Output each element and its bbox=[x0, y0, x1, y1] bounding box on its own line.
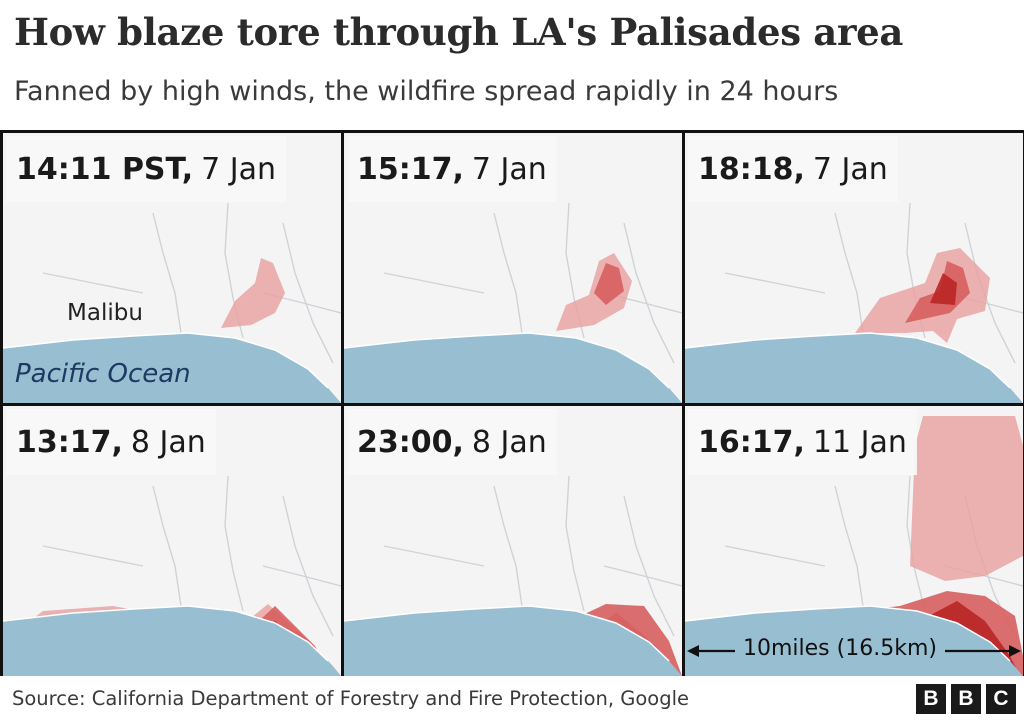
map-panel: 16:17, 11 Jan 10miles (16.5km) bbox=[685, 406, 1023, 676]
road-line bbox=[262, 565, 341, 587]
place-label-malibu: Malibu bbox=[67, 300, 143, 326]
road-line bbox=[724, 272, 826, 294]
road-line bbox=[565, 475, 585, 612]
date-text: 7 Jan bbox=[201, 151, 276, 187]
date-text: 7 Jan bbox=[812, 151, 888, 187]
road-line bbox=[623, 222, 675, 364]
road-line bbox=[724, 545, 826, 567]
coastline bbox=[344, 605, 670, 662]
map-panel: 13:17, 8 Jan bbox=[3, 406, 341, 676]
coastline bbox=[685, 605, 1011, 662]
burn-area bbox=[910, 416, 1023, 581]
map-panel: 23:00, 8 Jan bbox=[344, 406, 682, 676]
road-line bbox=[834, 212, 864, 334]
map-panel: 14:11 PST, 7 Jan Malibu Pacific Ocean bbox=[3, 133, 341, 403]
date-text: 8 Jan bbox=[471, 424, 547, 460]
chart-subtitle: Fanned by high winds, the wildfire sprea… bbox=[14, 76, 839, 107]
road-line bbox=[152, 212, 182, 334]
coastline bbox=[3, 332, 329, 389]
timestamp-label: 13:17, 8 Jan bbox=[6, 409, 216, 475]
ocean-area bbox=[685, 333, 1023, 403]
road-line bbox=[42, 545, 144, 567]
timestamp-label: 16:17, 11 Jan bbox=[688, 409, 917, 475]
date-text: 11 Jan bbox=[812, 424, 907, 460]
road-line bbox=[493, 485, 523, 607]
timestamp-label: 23:00, 8 Jan bbox=[347, 409, 557, 475]
time-text: 18:18, bbox=[698, 151, 805, 187]
coastline bbox=[685, 332, 1011, 389]
date-text: 7 Jan bbox=[471, 151, 547, 187]
ocean-area bbox=[344, 333, 682, 403]
road-line bbox=[834, 485, 864, 607]
logo-letter: B bbox=[916, 684, 946, 714]
road-line bbox=[224, 475, 244, 612]
road-line bbox=[282, 222, 334, 364]
coastline bbox=[3, 605, 329, 662]
bbc-logo: B B C bbox=[916, 684, 1016, 714]
timestamp-label: 14:11 PST, 7 Jan bbox=[6, 136, 286, 202]
timestamp-label: 15:17, 7 Jan bbox=[347, 136, 557, 202]
road-line bbox=[603, 565, 682, 587]
time-text: 23:00, bbox=[357, 424, 464, 460]
place-label-ocean: Pacific Ocean bbox=[15, 359, 191, 389]
road-line bbox=[282, 495, 334, 637]
scale-bar: 10miles (16.5km) bbox=[685, 634, 1023, 670]
timestamp-label: 18:18, 7 Jan bbox=[688, 136, 898, 202]
road-line bbox=[383, 272, 485, 294]
road-line bbox=[42, 272, 144, 294]
burn-area bbox=[594, 263, 624, 305]
map-panel: 15:17, 7 Jan bbox=[344, 133, 682, 403]
road-line bbox=[152, 485, 182, 607]
ocean-area bbox=[3, 606, 341, 676]
date-text: 8 Jan bbox=[130, 424, 206, 460]
ocean-area bbox=[3, 333, 341, 403]
source-note: Source: California Department of Forestr… bbox=[12, 687, 690, 710]
burn-area bbox=[221, 258, 285, 328]
time-text: 15:17, bbox=[357, 151, 464, 187]
chart-title: How blaze tore through LA's Palisades ar… bbox=[14, 10, 904, 54]
road-line bbox=[383, 545, 485, 567]
time-text: 16:17, bbox=[698, 424, 805, 460]
burn-area bbox=[930, 273, 957, 305]
time-text: 13:17, bbox=[16, 424, 123, 460]
logo-letter: B bbox=[951, 684, 981, 714]
road-line bbox=[623, 495, 675, 637]
map-grid: 14:11 PST, 7 Jan Malibu Pacific Ocean 15… bbox=[0, 130, 1024, 676]
time-text: 14:11 PST, bbox=[16, 151, 194, 187]
map-panel: 18:18, 7 Jan bbox=[685, 133, 1023, 403]
scale-label: 10miles (16.5km) bbox=[735, 636, 945, 661]
logo-letter: C bbox=[986, 684, 1016, 714]
ocean-area bbox=[344, 606, 682, 676]
coastline bbox=[344, 332, 670, 389]
road-line bbox=[493, 212, 523, 334]
